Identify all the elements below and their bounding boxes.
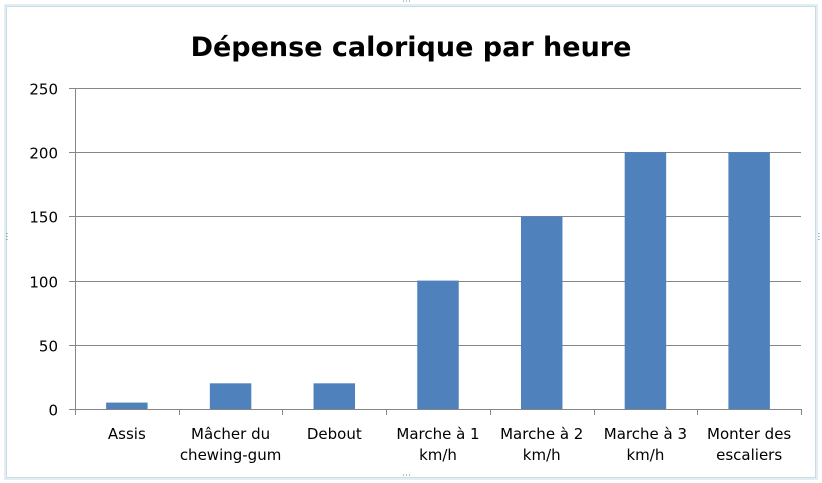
x-tick-label-line: Marche à 1 bbox=[396, 425, 479, 443]
bars bbox=[106, 152, 770, 409]
x-tick-label: Debout bbox=[307, 425, 362, 443]
resize-handle-top[interactable]: ⋯ bbox=[402, 0, 411, 7]
y-tick-label: 0 bbox=[48, 402, 58, 420]
x-tick-label: Monter des escaliers bbox=[707, 425, 791, 464]
y-tick-label: 50 bbox=[39, 338, 58, 356]
resize-handle-bottom[interactable]: ⋯ bbox=[402, 471, 411, 481]
y-tick-label: 250 bbox=[29, 81, 58, 99]
bar bbox=[417, 280, 459, 409]
x-tick-label-line: km/h bbox=[626, 446, 664, 464]
x-tick-label-line: Marche à 3 bbox=[604, 425, 687, 443]
x-tick-label-line: km/h bbox=[419, 446, 457, 464]
x-tick-label: Marche à 2 km/h bbox=[500, 425, 583, 464]
x-tick-label-line: Marche à 2 bbox=[500, 425, 583, 443]
axes bbox=[69, 88, 802, 415]
x-tick-label: Marche à 1 km/h bbox=[396, 425, 479, 464]
x-tick-label: Marche à 3 km/h bbox=[604, 425, 687, 464]
bar bbox=[520, 216, 563, 409]
bar bbox=[106, 402, 148, 409]
chart-frame[interactable] bbox=[4, 4, 818, 480]
chart-title: Dépense calorique par heure bbox=[191, 32, 632, 63]
x-tick-label: Mâcher du chewing-gum bbox=[180, 425, 282, 464]
gridlines bbox=[69, 88, 801, 410]
resize-handle-right[interactable]: ⋯ bbox=[813, 232, 822, 241]
resize-handle-left[interactable]: ⋯ bbox=[1, 232, 11, 241]
x-axis-tick-labels: Assis Mâcher du chewing-gum Debout Marche à … bbox=[108, 425, 792, 464]
y-tick-label: 150 bbox=[29, 209, 58, 227]
y-tick-label: 200 bbox=[29, 145, 58, 163]
bar bbox=[313, 383, 356, 409]
x-tick-label: Assis bbox=[108, 425, 146, 443]
y-tick-label: 100 bbox=[29, 274, 58, 292]
bar bbox=[209, 383, 252, 409]
x-tick-label-line: km/h bbox=[523, 446, 561, 464]
bar bbox=[624, 152, 667, 409]
bar bbox=[728, 152, 770, 409]
x-tick-label-line: escaliers bbox=[716, 446, 782, 464]
x-tick-label-line: Monter des bbox=[707, 425, 791, 443]
x-tick-label-line: Mâcher du bbox=[191, 425, 270, 443]
x-tick-label-line: chewing-gum bbox=[180, 446, 282, 464]
x-tick-label-line: Debout bbox=[307, 425, 362, 443]
x-tick-label-line: Assis bbox=[108, 425, 146, 443]
y-axis-tick-labels: 0 50 100 150 200 250 bbox=[29, 81, 58, 420]
